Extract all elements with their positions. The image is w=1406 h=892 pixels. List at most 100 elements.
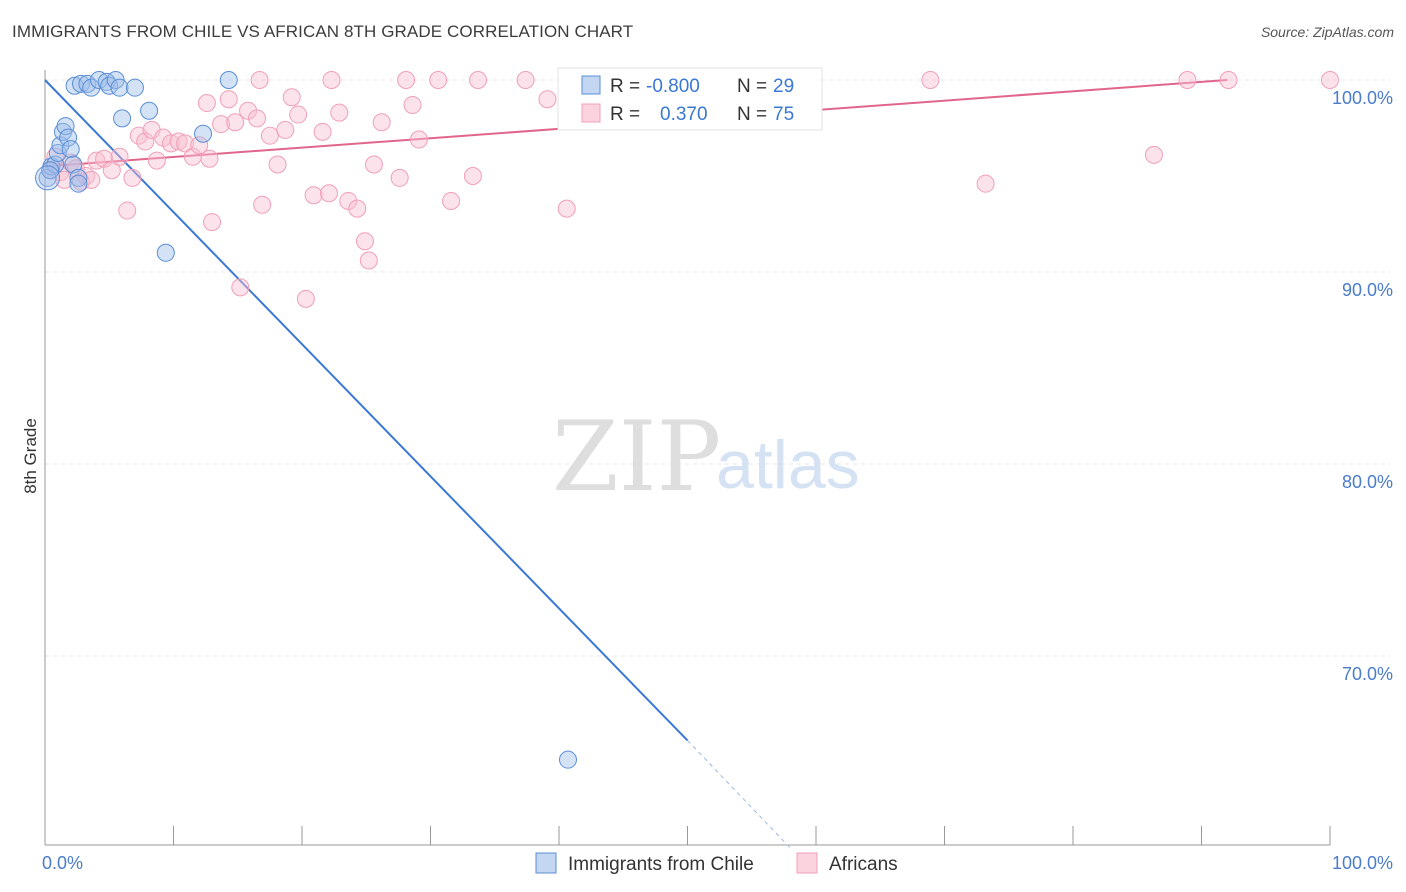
africans-point [557, 199, 576, 218]
africans-point [516, 71, 535, 89]
africans-point [200, 149, 219, 168]
africans-point [268, 155, 287, 174]
africans-point [296, 289, 315, 308]
africans-point [87, 151, 106, 170]
chile-point [140, 101, 159, 120]
africans-point [239, 101, 258, 120]
africans-point [313, 122, 332, 141]
watermark-atlas: atlas [716, 427, 860, 503]
stat-n-label-chile: N = [737, 76, 767, 97]
africans-point [190, 136, 209, 155]
watermark: ZIP atlas [552, 401, 860, 513]
chile-point [125, 78, 144, 97]
y-tick-label: 70.0% [1342, 664, 1393, 684]
chile-point [51, 136, 70, 155]
africans-point [330, 103, 349, 122]
chile-point [156, 243, 175, 262]
legend-label-africans: Africans [829, 854, 898, 875]
x-tick-label: 100.0% [1332, 853, 1393, 873]
africans-point [1144, 145, 1163, 164]
chile-point [69, 168, 88, 187]
africans-point [289, 105, 308, 124]
africans-point [231, 278, 250, 297]
africans-point [538, 90, 557, 109]
africans-point [110, 147, 129, 166]
africans-point [355, 232, 374, 251]
stat-n-label-africans: N = [737, 104, 767, 125]
africans-point [118, 201, 137, 220]
africans-point [409, 130, 428, 149]
africans-point [102, 161, 121, 180]
stats-legend-box: R = -0.800 N = 29 R = 0.370 N = 75 [557, 67, 823, 131]
africans-point [976, 174, 995, 193]
africans-point [1219, 71, 1238, 89]
africans-point [253, 195, 272, 214]
africans-point [304, 186, 323, 205]
africans-point [1178, 71, 1197, 89]
africans-point [123, 168, 142, 187]
chile-point [64, 155, 83, 174]
africans-point [372, 113, 391, 132]
chile-trend-line [44, 79, 689, 742]
africans-point [203, 213, 222, 232]
chile-point [558, 750, 577, 769]
africans-point [176, 134, 195, 153]
chile-point [194, 124, 213, 143]
africans-point [348, 199, 367, 218]
africans-point [219, 90, 238, 109]
legend-label-chile: Immigrants from Chile [568, 854, 754, 875]
chile-point [82, 78, 101, 97]
stat-swatch-chile [581, 75, 601, 95]
stat-swatch-africans [581, 103, 601, 123]
stat-r-value-africans: 0.370 [660, 104, 708, 125]
africans-point [248, 109, 267, 128]
chile-point [219, 71, 238, 89]
africans-point [319, 184, 338, 203]
chile-point [56, 117, 75, 136]
y-axis-label: 8th Grade [21, 418, 40, 494]
africans-point [397, 71, 416, 89]
stat-r-value-chile: -0.800 [646, 76, 700, 97]
africans-point [1321, 71, 1339, 89]
data-points [35, 71, 1339, 769]
x-tick-label: 0.0% [42, 853, 83, 873]
chile-point [61, 140, 80, 159]
africans-point [921, 71, 940, 89]
chile-point [113, 109, 132, 128]
grid-lines: 100.0% 90.0% 80.0% 70.0% [45, 79, 1393, 684]
africans-point [403, 95, 422, 114]
africans-point [364, 155, 383, 174]
chile-point-large [35, 165, 61, 191]
source-label: Source: ZipAtlas.com [1260, 24, 1394, 40]
legend-swatch-africans [796, 852, 818, 874]
africans-point [469, 71, 488, 89]
chile-point [71, 74, 90, 93]
stat-n-value-africans: 75 [773, 104, 794, 125]
africans-point [250, 71, 269, 89]
africans-point [226, 113, 245, 132]
africans-point [276, 120, 295, 139]
africans-point [282, 88, 301, 107]
stat-r-label-chile: R = [610, 76, 640, 97]
y-tick-label: 90.0% [1342, 280, 1393, 300]
africans-point [169, 132, 188, 151]
africans-point [463, 167, 482, 185]
legend-swatch-chile [535, 852, 557, 874]
africans-point [442, 191, 461, 210]
africans-point [260, 126, 279, 145]
africans-point [161, 134, 180, 153]
chile-point [46, 155, 65, 174]
chart-title: IMMIGRANTS FROM CHILE VS AFRICAN 8TH GRA… [12, 22, 634, 41]
africans-point [390, 168, 409, 187]
axes: 0.0% 100.0% [42, 70, 1393, 873]
y-tick-label: 100.0% [1332, 88, 1393, 108]
africans-point [136, 132, 155, 151]
africans-point [359, 251, 378, 270]
africans-point [197, 94, 216, 113]
bottom-legend: Immigrants from Chile Africans [535, 852, 898, 875]
chile-point [110, 78, 129, 97]
africans-point [61, 153, 80, 172]
africans-point [212, 115, 231, 134]
stat-r-label-africans: R = [610, 104, 640, 125]
